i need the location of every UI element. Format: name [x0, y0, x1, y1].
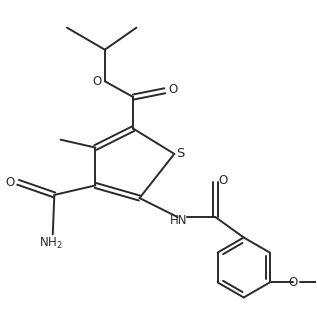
- Text: O: O: [219, 174, 228, 187]
- Text: O: O: [289, 276, 298, 289]
- Text: O: O: [5, 176, 15, 189]
- Text: S: S: [176, 148, 185, 161]
- Text: O: O: [168, 83, 177, 96]
- Text: NH$_2$: NH$_2$: [39, 236, 63, 251]
- Text: O: O: [92, 75, 101, 88]
- Text: HN: HN: [170, 214, 188, 227]
